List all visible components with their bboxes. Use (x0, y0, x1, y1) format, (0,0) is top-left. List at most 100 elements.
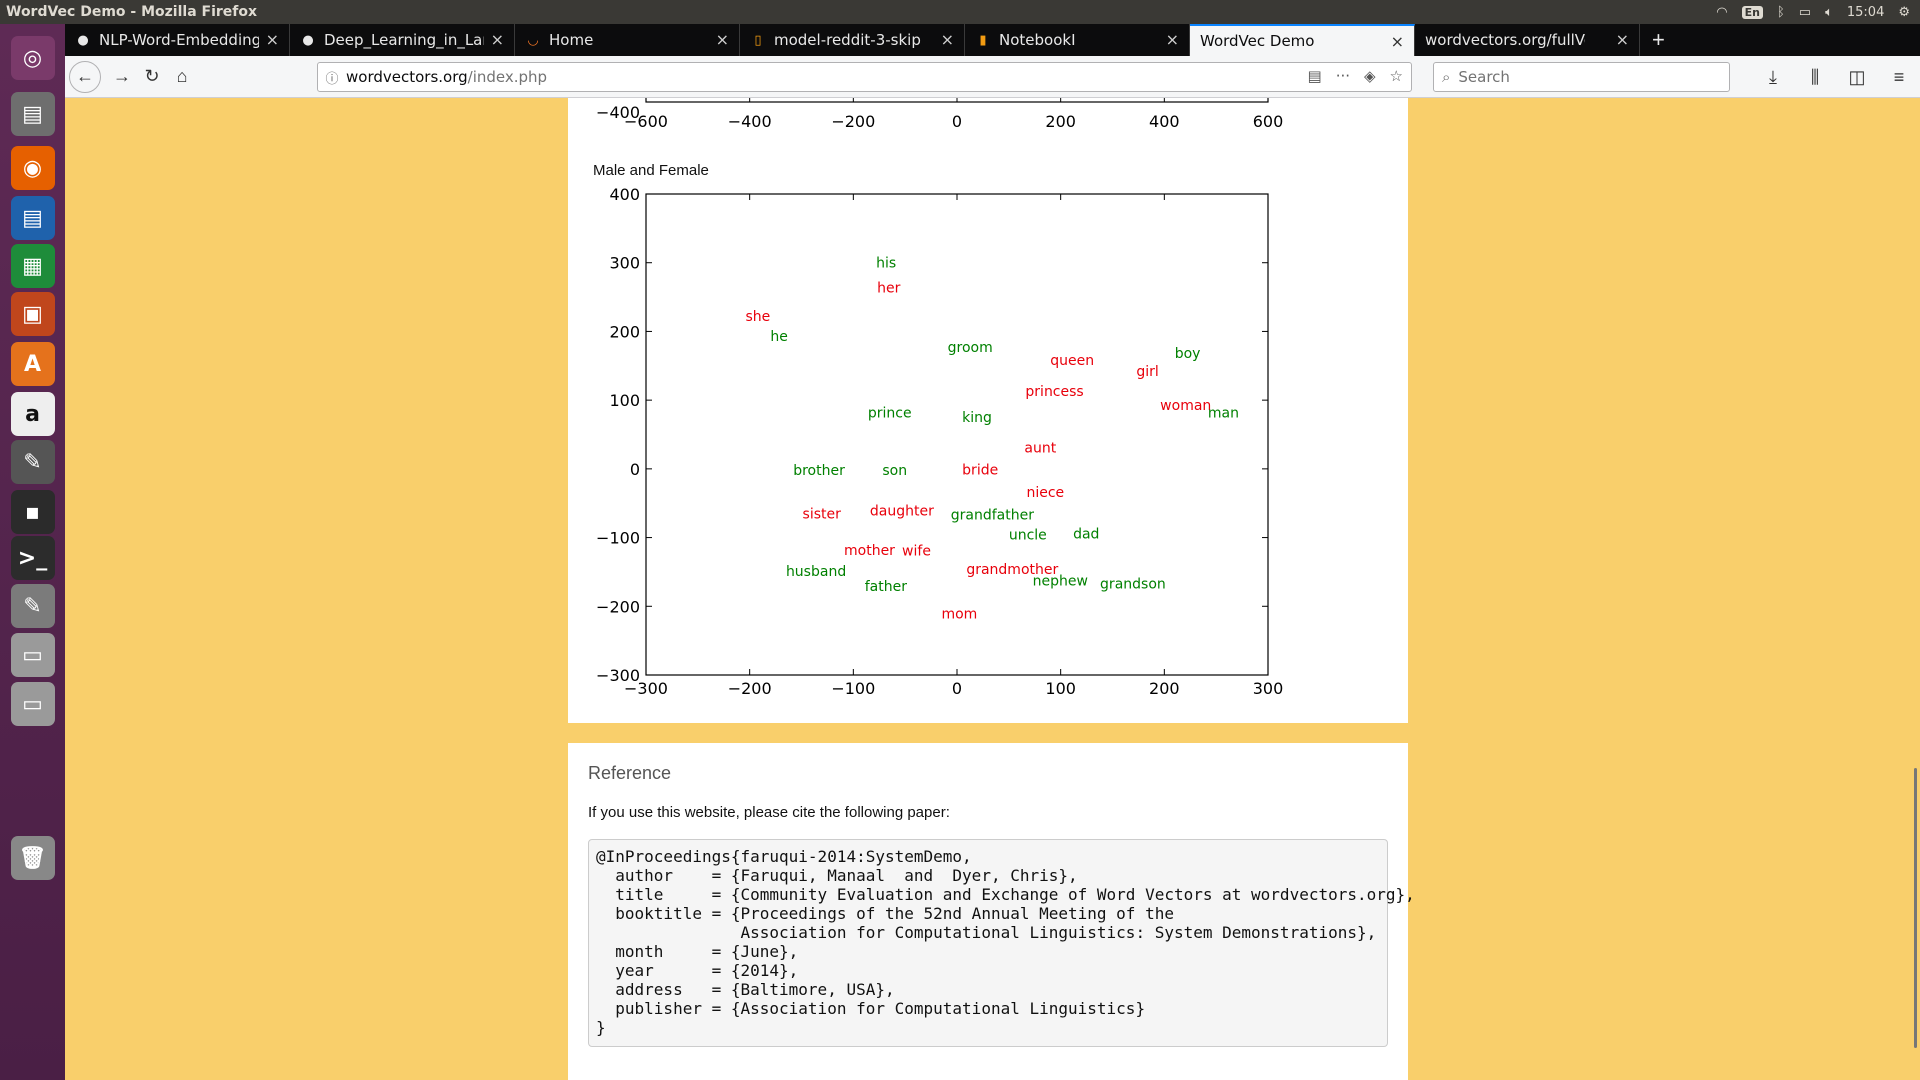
word-point: boy (1175, 346, 1201, 362)
prev-x-tick-label: 600 (1253, 112, 1284, 131)
word-point: father (865, 579, 907, 595)
word-point: brother (793, 463, 845, 479)
calc-icon: ▦ (10, 244, 55, 288)
word-point: niece (1026, 485, 1064, 501)
tab-label: model-reddit-3-skip (774, 31, 921, 49)
amazon-icon: a (10, 392, 55, 436)
bluetooth-icon[interactable]: ᛒ (1776, 4, 1785, 20)
prev-x-tick-label: −400 (728, 112, 772, 131)
new-tab-button[interactable]: + (1652, 27, 1665, 52)
reload-button[interactable]: ↻ (137, 62, 167, 92)
window-title: WordVec Demo - Mozilla Firefox (6, 4, 258, 20)
url-bar[interactable]: ⓘ wordvectors.org/index.php ▤ ··· ◈ ☆ (317, 62, 1412, 92)
word-point: king (962, 410, 992, 426)
launcher-text-editor-button[interactable]: ✎ (5, 580, 60, 632)
tab-close-icon[interactable]: × (265, 30, 279, 49)
launcher-drive2-button[interactable]: ▭ (5, 678, 60, 730)
launcher-trash-button[interactable]: 🗑︎ (5, 832, 60, 884)
library-button[interactable]: ⫼ (1800, 62, 1830, 92)
word-point: mom (941, 607, 977, 623)
word-point: dad (1073, 526, 1099, 542)
bibtex-box[interactable] (588, 839, 1388, 1047)
pocket-icon[interactable]: ◈ (1364, 67, 1376, 85)
menu-button[interactable]: ≡ (1884, 62, 1914, 92)
keyboard-indicator[interactable]: En (1741, 5, 1763, 19)
word-point: woman (1160, 398, 1211, 414)
launcher-drive-button[interactable]: ▭ (5, 629, 60, 681)
bibtex-text[interactable]: @InProceedings{faruqui-2014:SystemDemo, … (596, 847, 1415, 1037)
browser-tab[interactable]: ◡ Home × (515, 24, 740, 56)
scrollbar-thumb[interactable] (1914, 768, 1917, 1048)
ubuntu-dash-icon: ◎ (10, 36, 55, 80)
y-tick-label: −100 (596, 529, 640, 548)
search-bar[interactable]: ⌕ Search (1433, 62, 1730, 92)
site-info-icon[interactable]: ⓘ (325, 71, 339, 87)
browser-tab[interactable]: ● NLP-Word-Embeddings × (65, 24, 290, 56)
file-icon: ▯ (754, 32, 762, 48)
word-point: prince (868, 405, 912, 421)
browser-tab[interactable]: ● Deep_Learning_in_Lang × (290, 24, 515, 56)
browser-tab[interactable]: ▮ NotebookI × (965, 24, 1190, 56)
tab-close-icon[interactable]: × (1615, 30, 1629, 49)
reference-heading: Reference (588, 763, 672, 783)
word-point: queen (1050, 353, 1094, 369)
tab-close-icon[interactable]: × (1390, 32, 1404, 51)
launcher-files-button[interactable]: ▤ (5, 88, 60, 140)
tab-close-icon[interactable]: × (715, 30, 729, 49)
launcher-terminal-button[interactable]: >_ (5, 532, 60, 584)
navigation-toolbar: ← → ↻ ⌂ ⓘ wordvectors.org/index.php ▤ ··… (65, 56, 1920, 98)
browser-tab[interactable]: wordvectors.org/fullVocab × (1415, 24, 1640, 56)
word-point: son (882, 463, 907, 479)
reader-view-icon[interactable]: ▤ (1307, 67, 1322, 85)
word-point: groom (948, 340, 993, 356)
system-top-panel: WordVec Demo - Mozilla Firefox ◠ En ᛒ ▭ … (0, 0, 1920, 24)
battery-icon[interactable]: ▭ (1798, 4, 1812, 20)
tab-strip: ● NLP-Word-Embeddings × ● Deep_Learning_in_L… (65, 24, 1920, 56)
url-path: /index.php (467, 68, 548, 86)
power-gear-icon[interactable]: ⚙ (1898, 4, 1910, 20)
launcher-amazon-button[interactable]: a (5, 388, 60, 440)
tab-close-icon[interactable]: × (940, 30, 954, 49)
text-editor-icon: ✎ (10, 584, 55, 628)
downloads-button[interactable]: ⤓ (1758, 62, 1788, 92)
launcher-ubuntu-dash-button[interactable]: ◎ (5, 32, 60, 84)
prev-x-tick-label: 0 (952, 112, 962, 131)
x-tick-label: −100 (831, 679, 875, 698)
tab-label: NLP-Word-Embeddings (99, 31, 259, 49)
sidebar-button[interactable]: ◫ (1842, 62, 1872, 92)
launcher-impress-button[interactable]: ▣ (5, 288, 60, 340)
tab-label: Deep_Learning_in_Lang (324, 31, 484, 49)
prev-x-tick-label: −200 (831, 112, 875, 131)
browser-tab[interactable]: ▯ model-reddit-3-skip × (740, 24, 965, 56)
tab-label: NotebookI (999, 31, 1076, 49)
tab-close-icon[interactable]: × (1165, 30, 1179, 49)
launcher-keyring-button[interactable]: ▪ (5, 486, 60, 538)
page-actions-icon[interactable]: ··· (1335, 67, 1350, 85)
volume-icon[interactable]: 🔈︎ (1825, 4, 1833, 20)
browser-tab[interactable]: WordVec Demo × (1190, 24, 1415, 56)
word-point: sister (803, 506, 842, 522)
prev-x-tick-label: 400 (1149, 112, 1180, 131)
launcher-calc-button[interactable]: ▦ (5, 240, 60, 292)
bookmark-star-icon[interactable]: ☆ (1389, 67, 1403, 85)
y-tick-label: 300 (609, 254, 640, 273)
page-scrollbar[interactable] (1905, 98, 1920, 1080)
wifi-icon[interactable]: ◠ (1716, 4, 1728, 20)
trash-icon: 🗑︎ (10, 836, 55, 880)
tab-close-icon[interactable]: × (490, 30, 504, 49)
launcher-settings-button[interactable]: ✎ (5, 436, 60, 488)
launcher-firefox-button[interactable]: ◉ (5, 142, 60, 194)
back-button[interactable]: ← (69, 60, 101, 93)
x-tick-label: −300 (624, 679, 668, 698)
home-button[interactable]: ⌂ (167, 62, 197, 92)
firefox-icon: ◉ (10, 146, 55, 190)
launcher-writer-button[interactable]: ▤ (5, 192, 60, 244)
home-icon: ⌂ (176, 66, 188, 86)
clock[interactable]: 15:04 (1846, 4, 1885, 20)
forward-button[interactable]: → (107, 62, 137, 92)
launcher-software-center-button[interactable]: A (5, 338, 60, 390)
page-viewport: Male and Female −400 −600 −400 −200 0 200 400 6… (65, 98, 1905, 1080)
x-tick-label: 0 (952, 679, 962, 698)
y-tick-label: 400 (609, 185, 640, 204)
url-host: wordvectors.org (346, 68, 468, 86)
